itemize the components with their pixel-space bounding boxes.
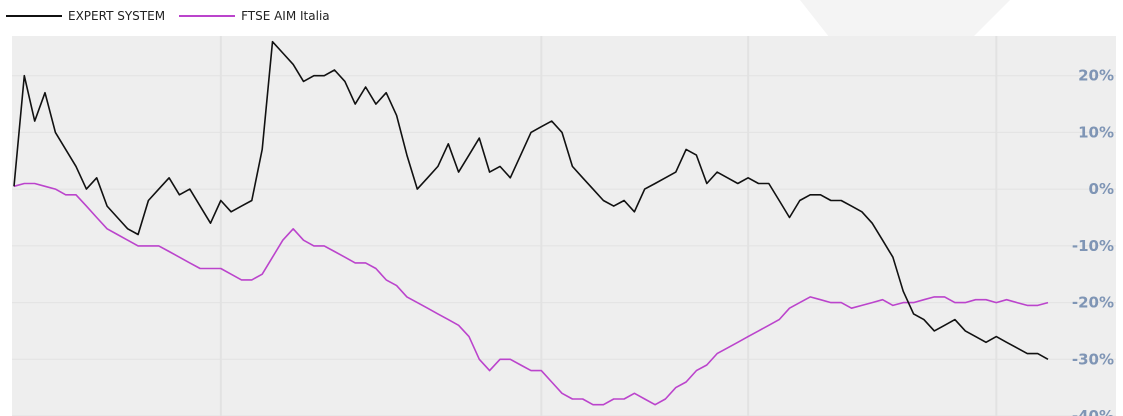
- y-tick-label: 10%: [1078, 123, 1114, 141]
- legend-swatch-ftse-aim-italia: [179, 15, 236, 17]
- series-group: [13, 40, 1049, 406]
- y-tick-label: 20%: [1078, 67, 1114, 85]
- y-tick-label: -30%: [1072, 350, 1114, 368]
- chart-legend: EXPERT SYSTEM FTSE AIM Italia: [6, 6, 344, 26]
- plot-area: [12, 36, 1116, 416]
- legend-swatch-expert-system: [6, 15, 62, 17]
- y-tick-label: -10%: [1072, 237, 1114, 255]
- y-tick-label: -20%: [1072, 294, 1114, 312]
- grid-lines: [12, 36, 1116, 416]
- y-tick-label: 0%: [1089, 180, 1114, 198]
- y-axis: 20% 10% 0% -10% -20% -30% -40%: [1072, 67, 1114, 416]
- y-tick-label: -40%: [1072, 407, 1114, 416]
- legend-label-ftse-aim-italia: FTSE AIM Italia: [241, 9, 330, 23]
- legend-item-expert-system: EXPERT SYSTEM: [6, 9, 165, 23]
- legend-label-expert-system: EXPERT SYSTEM: [68, 9, 166, 23]
- series-line-expert-system: [13, 40, 1049, 360]
- legend-item-ftse-aim-italia: FTSE AIM Italia: [179, 9, 330, 23]
- series-line-ftse-aim-italia: [13, 182, 1049, 406]
